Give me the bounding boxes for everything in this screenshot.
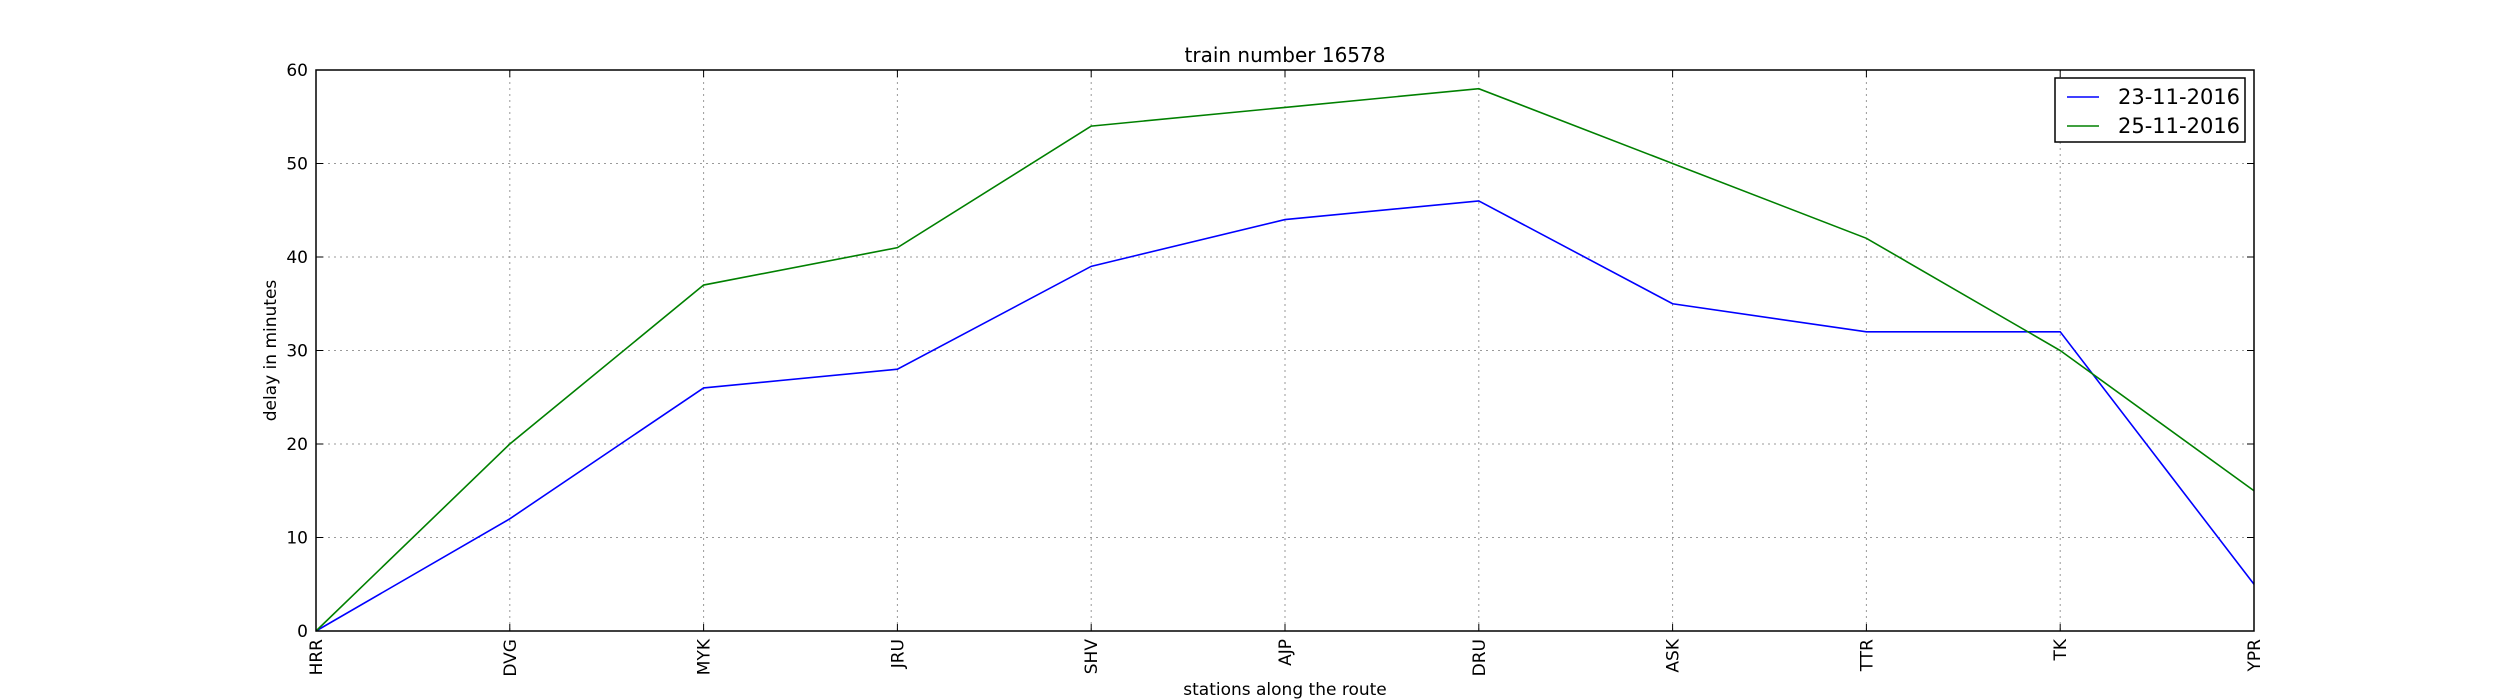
y-tick-label: 20: [286, 435, 308, 455]
y-axis-label: delay in minutes: [261, 280, 281, 422]
x-tick-label: TK: [2051, 638, 2071, 661]
y-tick-label: 40: [286, 248, 308, 268]
series-line-23-11-2016: [315, 200, 2255, 632]
x-tick-label: HRR: [307, 639, 327, 676]
legend: 23-11-2016 25-11-2016: [2054, 77, 2246, 143]
x-tick-label: SHV: [1082, 639, 1102, 675]
x-tick-label: JRU: [888, 639, 908, 669]
x-tick-label: YPR: [2245, 639, 2265, 673]
x-tick-label: MYK: [695, 638, 715, 675]
x-tick-label: DVG: [501, 639, 521, 677]
legend-box: [2054, 77, 2246, 143]
x-tick-label: ASK: [1664, 638, 1684, 672]
y-tick-label: 10: [286, 529, 308, 549]
chart-title: train number 16578: [1185, 43, 1386, 67]
grid: [316, 70, 2254, 631]
y-tick-label: 30: [286, 342, 308, 362]
x-tick-label: TTR: [1857, 639, 1877, 672]
legend-label-23-11-2016: 23-11-2016: [2118, 85, 2240, 109]
y-tick-label: 0: [297, 622, 308, 642]
legend-label-25-11-2016: 25-11-2016: [2118, 114, 2240, 138]
x-tick-label: AJP: [1276, 639, 1296, 666]
x-axis-label: stations along the route: [1183, 680, 1387, 700]
series-lines: [315, 87, 2255, 632]
x-tick-label: DRU: [1470, 639, 1490, 676]
series-line-25-11-2016: [315, 87, 2255, 632]
y-tick-label: 60: [286, 61, 308, 81]
axis-ticks: HRR DVG MYK JRU SHV AJP DRU ASK TTR TK YPR 0 10 20 30 4…: [286, 61, 2265, 677]
y-tick-label: 50: [286, 155, 308, 175]
